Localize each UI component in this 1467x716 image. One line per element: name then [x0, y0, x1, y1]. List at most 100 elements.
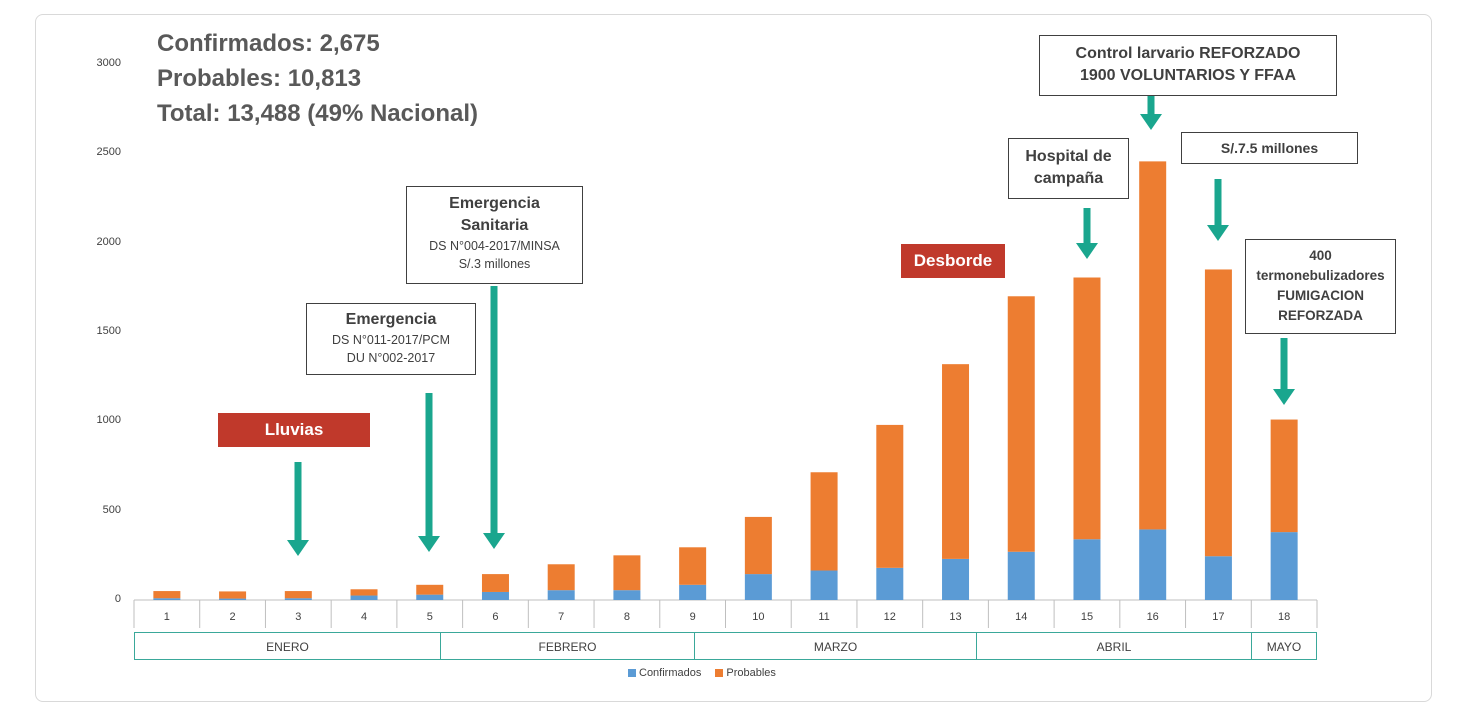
summary-probable: Probables: 10,813	[157, 65, 362, 92]
bar-probables	[1139, 161, 1167, 530]
y-tick-label: 1000	[96, 414, 121, 427]
bar-confirmados	[481, 591, 509, 600]
down-arrow-head	[1207, 225, 1229, 241]
sanitaria-title2: Sanitaria	[460, 217, 529, 234]
fumigacion-line1: 400	[1309, 248, 1332, 263]
bar-confirmados	[613, 590, 641, 600]
control-line1: Control larvario REFORZADO	[1075, 45, 1301, 62]
x-tick-label: 14	[1015, 611, 1028, 623]
bar-probables	[481, 574, 509, 592]
down-arrow-head	[1140, 114, 1162, 130]
month-abril: ABRIL	[976, 632, 1252, 660]
legend-confirmados: Confirmados	[628, 667, 701, 679]
emergencia-line2: DU N°002-2017	[346, 351, 436, 365]
summary-total: Total: 13,488 (49% Nacional)	[157, 100, 478, 127]
y-tick-label: 1500	[96, 325, 121, 337]
hospital-box: Hospital de campaña	[1008, 138, 1129, 199]
down-arrow-shaft	[1280, 338, 1288, 389]
bar-probables	[613, 555, 641, 591]
money-box: S/.7.5 millones	[1181, 132, 1358, 164]
desborde-tag: Desborde	[901, 244, 1005, 278]
bar-confirmados	[219, 598, 247, 600]
down-arrow-head	[418, 536, 440, 552]
bar-probables	[876, 424, 904, 568]
bar-confirmados	[1270, 532, 1298, 600]
control-line2: 1900 VOLUNTARIOS Y FFAA	[1079, 67, 1297, 84]
bar-confirmados	[942, 558, 970, 600]
y-tick-label: 3000	[96, 57, 121, 69]
fumigacion-line2: termonebulizadores	[1256, 268, 1385, 283]
bar-confirmados	[416, 594, 444, 600]
x-tick-label: 11	[818, 611, 830, 623]
fumigacion-line3: FUMIGACION	[1277, 288, 1364, 303]
month-mayo: MAYO	[1251, 632, 1317, 660]
bar-confirmados	[284, 598, 312, 600]
x-tick-label: 7	[558, 611, 565, 623]
bar-confirmados	[1204, 556, 1232, 600]
bar-probables	[350, 589, 378, 596]
chart-card	[35, 14, 1432, 702]
x-tick-label: 16	[1146, 611, 1159, 623]
legend-swatch-confirmados	[628, 669, 636, 678]
x-tick-label: 2	[229, 611, 236, 623]
bar-confirmados	[744, 574, 772, 600]
bar-confirmados	[1139, 529, 1167, 600]
x-tick-label: 9	[689, 611, 696, 623]
hospital-line2: campaña	[1033, 170, 1104, 187]
bar-probables	[1073, 277, 1101, 540]
down-arrow-head	[287, 540, 309, 556]
summary-confirmed: Confirmados: 2,675	[157, 30, 380, 57]
month-marzo: MARZO	[694, 632, 977, 660]
bar-probables	[153, 591, 181, 599]
bar-probables	[810, 472, 838, 571]
x-tick-label: 6	[492, 611, 499, 623]
down-arrow-shaft	[1083, 208, 1091, 243]
x-tick-label: 13	[949, 611, 962, 623]
x-tick-label: 12	[883, 611, 896, 623]
lluvias-tag: Lluvias	[218, 413, 370, 447]
bar-confirmados	[1073, 539, 1101, 600]
down-arrow-head	[1273, 389, 1295, 405]
month-enero: ENERO	[134, 632, 441, 660]
month-febrero: FEBRERO	[440, 632, 695, 660]
bar-probables	[219, 591, 247, 599]
x-tick-label: 18	[1278, 611, 1291, 623]
bar-probables	[679, 547, 707, 585]
bar-confirmados	[1007, 551, 1035, 600]
y-tick-label: 0	[114, 593, 121, 605]
bar-confirmados	[810, 570, 838, 600]
down-arrow-shaft	[294, 462, 302, 540]
bar-probables	[547, 564, 575, 591]
emergencia-line1: DS N°011-2017/PCM	[331, 333, 450, 347]
bar-confirmados	[547, 590, 575, 600]
bar-confirmados	[350, 595, 378, 600]
bar-probables	[744, 516, 772, 575]
x-tick-label: 10	[752, 611, 765, 623]
legend-probables: Probables	[715, 667, 776, 679]
legend-label-confirmados: Confirmados	[639, 667, 702, 679]
y-tick-label: 2500	[96, 146, 121, 159]
bar-confirmados	[153, 598, 181, 600]
down-arrow-shaft	[1214, 179, 1222, 225]
down-arrow-shaft	[490, 286, 498, 533]
emergencia-title: Emergencia	[345, 311, 437, 328]
down-arrow-head	[483, 533, 505, 549]
x-tick-label: 3	[295, 611, 302, 623]
bar-probables	[942, 364, 970, 559]
fumigacion-box: 400 termonebulizadores FUMIGACION REFORZ…	[1245, 239, 1396, 334]
bar-probables	[1007, 296, 1035, 552]
x-tick-label: 4	[360, 611, 368, 623]
x-tick-label: 8	[623, 611, 630, 623]
x-tick-label: 15	[1080, 611, 1094, 623]
control-box: Control larvario REFORZADO 1900 VOLUNTAR…	[1039, 35, 1337, 96]
x-tick-label: 1	[163, 611, 170, 623]
down-arrow-shaft	[425, 393, 433, 536]
legend: Confirmados Probables	[628, 667, 776, 679]
fumigacion-line4: REFORZADA	[1278, 308, 1363, 323]
sanitaria-box: Emergencia Sanitaria DS N°004-2017/MINSA…	[406, 186, 583, 284]
x-tick-label: 17	[1212, 611, 1225, 623]
y-tick-label: 500	[102, 503, 121, 516]
legend-label-probables: Probables	[726, 667, 776, 679]
x-tick-label: 5	[426, 611, 433, 623]
